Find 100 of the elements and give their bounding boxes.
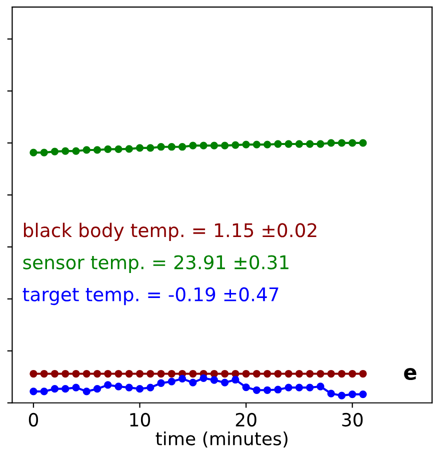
point bbox=[200, 142, 208, 150]
point bbox=[210, 370, 218, 378]
point bbox=[274, 140, 282, 148]
point bbox=[327, 139, 335, 147]
point bbox=[168, 378, 176, 386]
annotation: e bbox=[404, 368, 416, 380]
point bbox=[30, 148, 38, 156]
point bbox=[189, 378, 197, 386]
point bbox=[348, 139, 356, 147]
point bbox=[72, 147, 80, 155]
point bbox=[242, 370, 250, 378]
point bbox=[359, 390, 367, 398]
point bbox=[316, 140, 324, 148]
point bbox=[104, 145, 112, 154]
point bbox=[200, 374, 208, 382]
point bbox=[252, 386, 261, 394]
point bbox=[82, 388, 90, 396]
point bbox=[146, 384, 154, 392]
point bbox=[284, 384, 292, 392]
point bbox=[136, 370, 144, 378]
point bbox=[93, 146, 102, 154]
point bbox=[157, 370, 165, 378]
point bbox=[136, 385, 144, 393]
point bbox=[220, 370, 229, 378]
x-axis-title: time (minutes) bbox=[156, 431, 288, 448]
point bbox=[306, 384, 314, 392]
point bbox=[72, 384, 80, 392]
point bbox=[338, 392, 346, 400]
point bbox=[146, 370, 154, 378]
point bbox=[114, 370, 122, 378]
point bbox=[125, 370, 133, 378]
point bbox=[114, 145, 122, 154]
point bbox=[114, 382, 122, 390]
point bbox=[146, 144, 154, 152]
point bbox=[242, 140, 250, 148]
point bbox=[82, 370, 90, 378]
point bbox=[295, 140, 304, 148]
point bbox=[274, 386, 282, 394]
point bbox=[232, 370, 240, 378]
point bbox=[62, 370, 70, 378]
point bbox=[50, 385, 59, 393]
point bbox=[50, 370, 59, 378]
point bbox=[40, 388, 48, 396]
point bbox=[40, 148, 48, 156]
point bbox=[93, 385, 102, 393]
point bbox=[327, 370, 335, 378]
point bbox=[168, 143, 176, 151]
point bbox=[178, 143, 186, 151]
point bbox=[82, 146, 90, 154]
point bbox=[295, 370, 304, 378]
x-tick-label: 10 bbox=[130, 412, 150, 427]
point bbox=[210, 142, 218, 150]
point bbox=[220, 378, 229, 386]
point bbox=[40, 370, 48, 378]
point bbox=[274, 370, 282, 378]
point bbox=[284, 140, 292, 148]
point bbox=[104, 370, 112, 378]
point bbox=[316, 382, 324, 390]
point bbox=[93, 370, 102, 378]
point bbox=[30, 370, 38, 378]
point bbox=[157, 143, 165, 151]
point bbox=[252, 370, 261, 378]
point bbox=[72, 370, 80, 378]
point bbox=[327, 390, 335, 398]
point bbox=[338, 370, 346, 378]
point bbox=[306, 140, 314, 148]
annotation: target temp. = -0.19 ±0.47 bbox=[22, 287, 278, 306]
point bbox=[295, 384, 304, 392]
point bbox=[242, 383, 250, 392]
point bbox=[264, 386, 272, 394]
point bbox=[50, 148, 59, 156]
point bbox=[178, 374, 186, 383]
x-tick-label: 20 bbox=[236, 412, 256, 427]
point bbox=[189, 142, 197, 150]
point bbox=[252, 140, 261, 148]
point bbox=[348, 370, 356, 378]
point bbox=[62, 147, 70, 155]
point bbox=[136, 144, 144, 152]
point bbox=[157, 379, 165, 387]
point bbox=[232, 141, 240, 149]
point bbox=[189, 370, 197, 378]
point bbox=[220, 142, 229, 150]
point bbox=[338, 139, 346, 147]
point bbox=[316, 370, 324, 378]
point bbox=[306, 370, 314, 378]
point bbox=[168, 370, 176, 378]
annotation: sensor temp. = 23.91 ±0.31 bbox=[23, 255, 288, 274]
point bbox=[210, 376, 218, 384]
x-tick-label: 30 bbox=[342, 412, 363, 427]
point bbox=[348, 390, 356, 398]
point bbox=[104, 381, 112, 389]
point bbox=[284, 370, 292, 378]
annotation: black body temp. = 1.15 ±0.02 bbox=[24, 222, 316, 241]
point bbox=[264, 370, 272, 378]
point bbox=[125, 145, 133, 153]
x-tick-label: 0 bbox=[28, 412, 38, 427]
point bbox=[30, 388, 38, 396]
point bbox=[264, 140, 272, 148]
point bbox=[125, 384, 133, 392]
point bbox=[62, 385, 70, 393]
